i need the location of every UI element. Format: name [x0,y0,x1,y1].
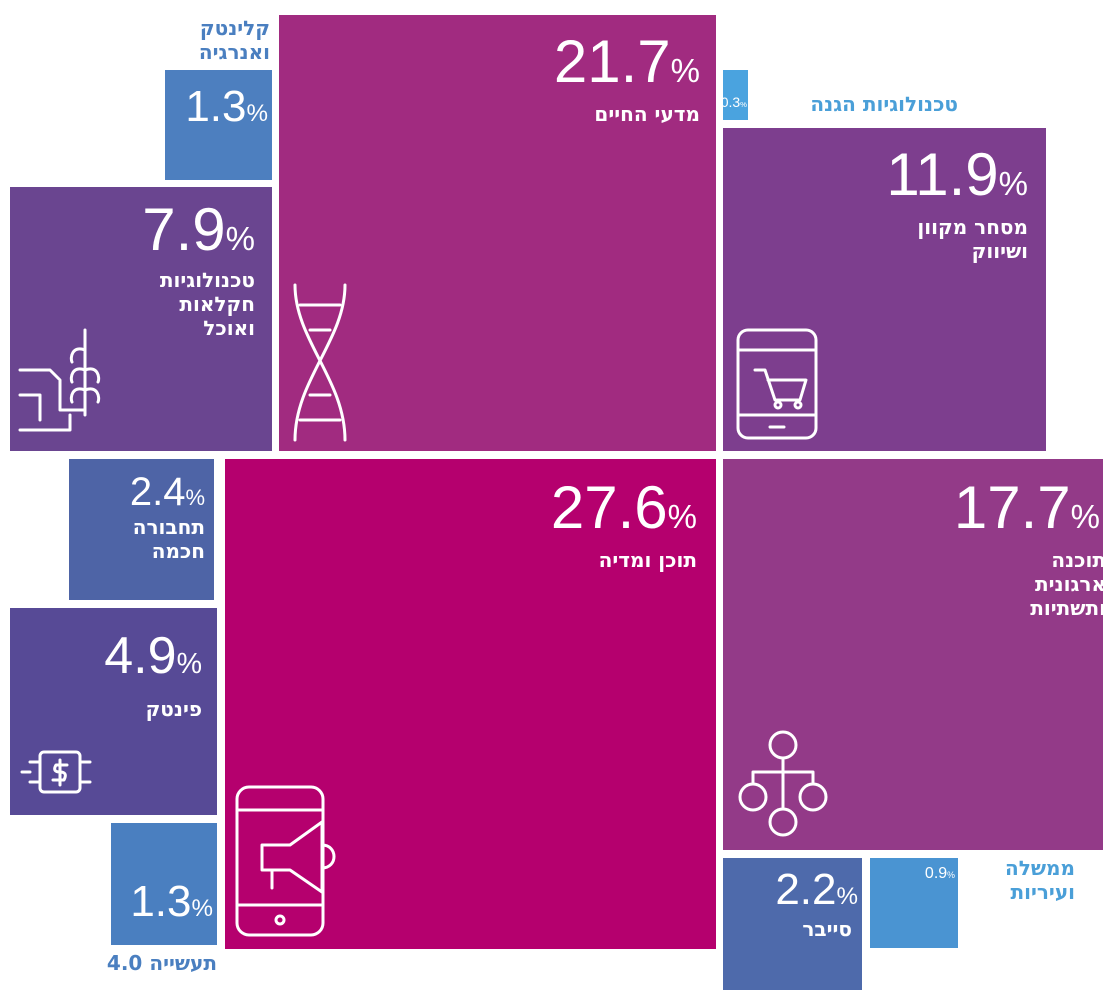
tile [723,128,1046,451]
value-label: 21.7% [554,32,700,92]
value-unit: % [246,100,268,127]
agritech-icon [18,328,101,432]
value-number: 21.7 [553,28,671,95]
category-label: טכנולוגיות הגנה [810,92,958,116]
value-label: 2.2% [775,868,858,912]
value-number: 1.3 [185,82,247,131]
tile [723,70,748,120]
megaphone-phone-icon [235,785,336,937]
value-unit: % [947,870,955,880]
value-number: 0.3 [720,94,741,110]
value-number: 11.9 [886,141,999,208]
value-label: 17.7% [954,478,1100,538]
value-label: 2.4% [130,472,205,512]
value-label: 11.9% [886,145,1028,205]
category-label: סייבר [802,917,852,941]
value-number: 4.9 [104,627,177,685]
value-number: 1.3 [130,877,192,926]
category-label: פינטק [145,697,202,721]
tile [111,823,217,945]
category-label: תוכן ומדיה [598,548,697,572]
value-label: 0.3% [721,95,747,109]
value-number: 17.7 [953,474,1071,541]
value-label: 27.6% [551,478,697,538]
value-label: 1.3% [185,85,268,129]
value-unit: % [670,52,700,89]
category-label: תחבורה חכמה [132,515,205,563]
value-unit: % [225,220,255,257]
category-label: תוכנה ארגונית ותשתיות [1030,548,1103,620]
tile [10,187,272,451]
tile [723,459,1103,850]
category-label: ממשלה ועיריות [1005,856,1075,904]
value-unit: % [185,485,205,510]
value-label: 7.9% [142,200,255,260]
value-unit: % [191,895,213,922]
org-chart-icon [738,730,828,837]
category-label: מדעי החיים [594,102,700,126]
value-number: 2.4 [129,470,186,514]
tile [723,858,862,990]
value-unit: % [836,883,858,910]
value-number: 2.2 [775,865,837,914]
value-unit: % [1070,498,1100,535]
fintech-icon [20,750,92,794]
cart-phone-icon [736,328,818,440]
value-number: 7.9 [142,196,226,263]
category-label: טכנולוגיות חקלאות ואוכל [159,268,255,340]
tile [69,459,214,600]
category-label: מסחר מקוון ושיווק [917,215,1028,263]
value-label: 0.9% [925,866,955,882]
value-unit: % [176,648,202,680]
value-number: 0.9 [924,865,948,882]
value-unit: % [740,100,747,109]
value-unit: % [667,498,697,535]
value-number: 27.6 [550,474,668,541]
tile [279,15,716,451]
tile [870,858,958,948]
category-label: קלינטק ואנרגיה [198,16,270,64]
dna-icon [293,283,347,442]
category-label: תעשייה 4.0 [106,951,217,975]
value-label: 1.3% [130,880,213,924]
tile [165,70,272,180]
value-label: 4.9% [104,630,202,682]
tile [10,608,217,815]
tile [225,459,716,949]
value-unit: % [998,165,1028,202]
